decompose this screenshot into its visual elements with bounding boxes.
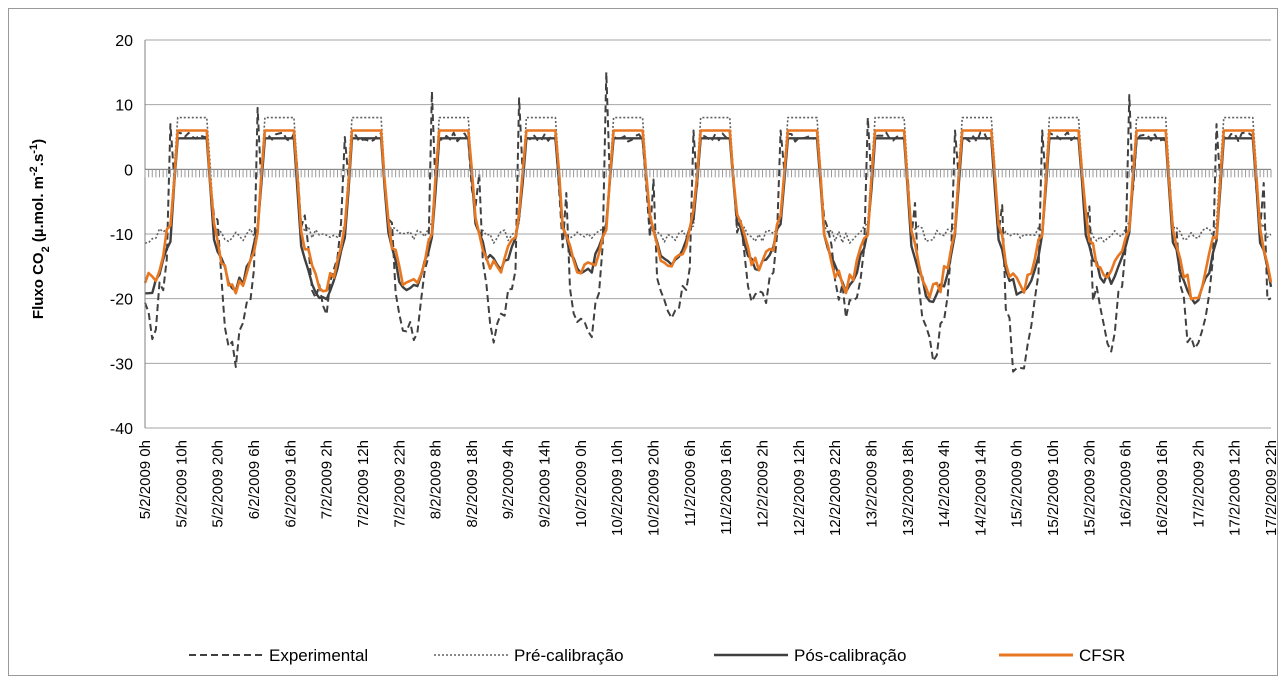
x-tick-label: 17/2/2009 2h (1190, 440, 1207, 528)
x-tick-label: 6/2/2009 16h (282, 440, 299, 528)
x-tick-label: 7/2/2009 12h (355, 440, 372, 528)
x-tick-label: 12/2/2009 2h (754, 440, 771, 528)
x-tick-label: 14/2/2009 4h (936, 440, 953, 528)
x-tick-label: 9/2/2009 14h (537, 440, 554, 528)
x-tick-label: 10/2/2009 0h (573, 440, 590, 528)
x-tick-label: 10/2/2009 20h (646, 440, 663, 536)
y-tick-label: -20 (110, 292, 133, 309)
x-tick-label: 7/2/2009 22h (391, 440, 408, 528)
x-tick-label: 14/2/2009 14h (972, 440, 989, 536)
chart-frame: 20 10 0 -10 -20 -30 -40 5/2/2009 0h 5/2/2009 10h… (8, 8, 1280, 676)
y-axis-label: Fluxo CO2 (µ.mol. m-2.s-1) (28, 139, 52, 319)
y-tick-label: -10 (110, 227, 133, 244)
series-line-pr-calibra-o (144, 116, 1272, 244)
x-tick-label: 12/2/2009 22h (827, 440, 844, 536)
x-tick-label: 8/2/2009 8h (428, 440, 445, 519)
axis-layer: 20 10 0 -10 -20 -30 -405/2/2009 0h 5/2/2009 10h… (110, 33, 1280, 536)
x-tick-label: 17/2/2009 12h (1227, 440, 1244, 536)
y-tick-label: 20 (115, 33, 133, 50)
y-tick-label: 10 (115, 98, 133, 115)
x-tick-label: 16/2/2009 16h (1154, 440, 1171, 536)
x-tick-label: 17/2/2009 22h (1263, 440, 1279, 536)
x-tick-label: 8/2/2009 18h (464, 440, 481, 528)
legend-label: CFSR (1079, 646, 1125, 665)
x-tick-label: 9/2/2009 4h (500, 440, 517, 519)
x-tick-label: 6/2/2009 6h (246, 440, 263, 519)
x-tick-label: 5/2/2009 10h (173, 440, 190, 528)
legend-label: Pré-calibração (514, 646, 624, 665)
x-tick-label: 13/2/2009 18h (900, 440, 917, 536)
x-tick-label: 16/2/2009 6h (1118, 440, 1135, 528)
x-tick-label: 11/2/2009 16h (718, 440, 735, 535)
x-tick-label: 5/2/2009 0h (137, 440, 154, 519)
x-tick-label: 5/2/2009 20h (210, 440, 227, 528)
x-tick-label: 11/2/2009 6h (682, 440, 699, 526)
series-line-p-s-calibra-o (144, 137, 1273, 305)
x-tick-label: 15/2/2009 10h (1045, 440, 1062, 536)
series-layer (143, 71, 1273, 373)
series-line-cfsr (143, 129, 1273, 301)
y-tick-label: -40 (110, 421, 133, 438)
grid-layer (145, 39, 1271, 429)
legend: Experimental Pré-calibração Pós-calibração… (189, 646, 1125, 665)
x-tick-label: 10/2/2009 10h (609, 440, 626, 536)
x-tick-label: 15/2/2009 0h (1009, 440, 1026, 528)
legend-label: Experimental (269, 646, 368, 665)
x-tick-label: 12/2/2009 12h (791, 440, 808, 536)
chart-svg: 20 10 0 -10 -20 -30 -405/2/2009 0h 5/2/2009 10h… (28, 33, 1280, 665)
x-tick-label: 15/2/2009 20h (1081, 440, 1098, 536)
x-tick-label: 7/2/2009 2h (319, 440, 336, 519)
legend-label: Pós-calibração (794, 646, 906, 665)
y-tick-label: -30 (110, 356, 133, 373)
x-tick-label: 13/2/2009 8h (863, 440, 880, 528)
y-tick-label: 0 (124, 162, 133, 179)
